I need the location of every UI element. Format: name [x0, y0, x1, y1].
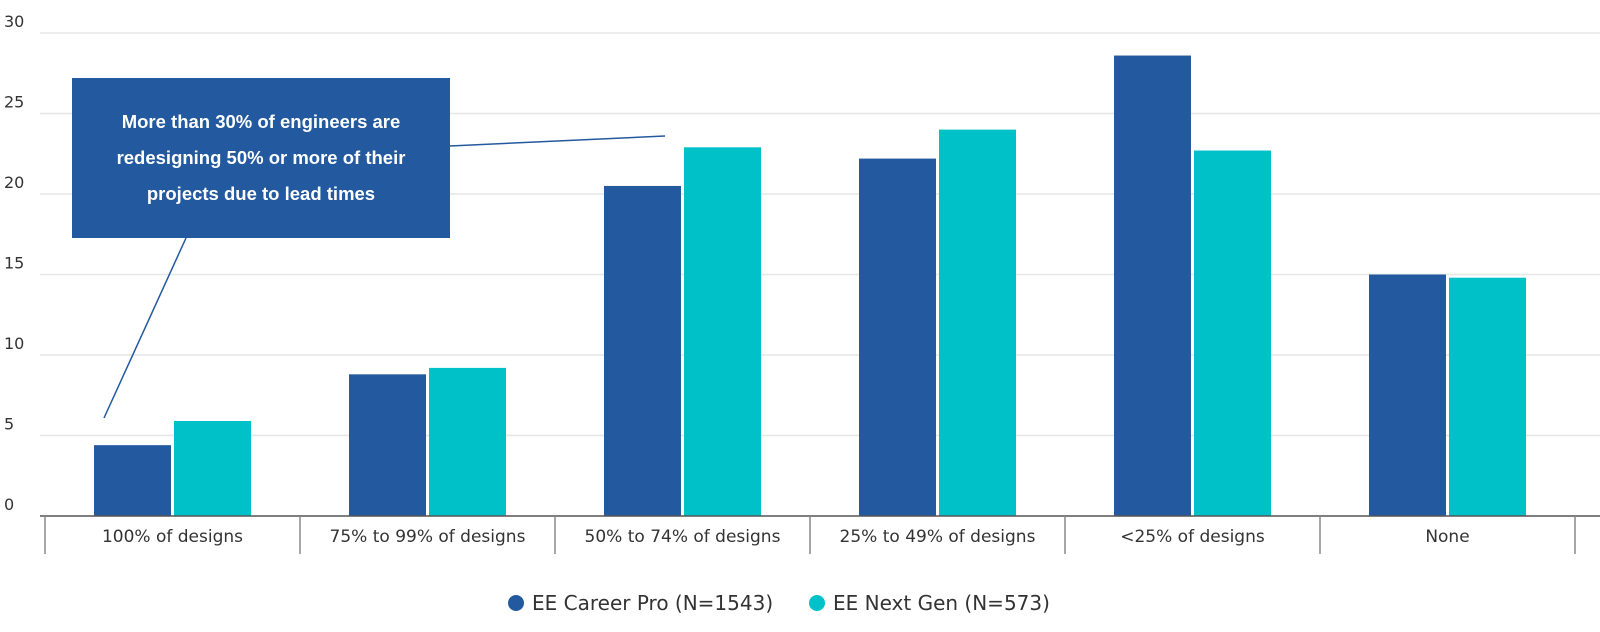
legend: EE Career Pro (N=1543) EE Next Gen (N=573…: [508, 591, 1050, 615]
x-tick-label: 100% of designs: [102, 527, 243, 547]
x-axis: 100% of designs 75% to 99% of designs 50% …: [40, 515, 1600, 554]
bar-career-pro: [349, 374, 426, 516]
callout-text: More than 30% of engineers are redesigni…: [116, 111, 406, 204]
bar-next-gen: [1449, 277, 1526, 516]
bar-career-pro: [604, 185, 681, 516]
y-tick-label: 5: [4, 415, 14, 434]
y-tick-label: 10: [4, 334, 24, 353]
legend-marker: [809, 595, 825, 611]
x-tick-label: 50% to 74% of designs: [585, 527, 781, 547]
bar-career-pro: [1114, 55, 1191, 516]
legend-label: EE Career Pro (N=1543): [532, 591, 773, 615]
x-tick-label: 25% to 49% of designs: [840, 527, 1036, 547]
bar-career-pro: [1369, 274, 1446, 516]
bar-career-pro: [859, 158, 936, 516]
y-tick-label: 0: [4, 495, 14, 514]
legend-label: EE Next Gen (N=573): [833, 591, 1050, 615]
bar-career-pro: [94, 445, 171, 516]
x-tick-label: <25% of designs: [1120, 527, 1265, 547]
y-tick-label: 15: [4, 254, 24, 273]
y-tick-label: 25: [4, 93, 24, 112]
callout-annotation: More than 30% of engineers are redesigni…: [72, 78, 450, 238]
bars: [94, 55, 1526, 516]
bar-next-gen: [939, 129, 1016, 516]
callout-pointer-line: [103, 237, 187, 419]
bar-next-gen: [684, 147, 761, 516]
callout-leader-line: [449, 135, 666, 147]
y-tick-label: 30: [4, 12, 24, 31]
bar-next-gen: [174, 421, 251, 516]
legend-marker: [508, 595, 524, 611]
y-axis: 0 5 10 15 20 25 30: [4, 12, 24, 514]
x-tick-label: None: [1425, 527, 1469, 547]
bar-next-gen: [429, 367, 506, 516]
bar-next-gen: [1194, 150, 1271, 516]
y-tick-label: 20: [4, 173, 24, 192]
x-tick-label: 75% to 99% of designs: [330, 527, 526, 547]
